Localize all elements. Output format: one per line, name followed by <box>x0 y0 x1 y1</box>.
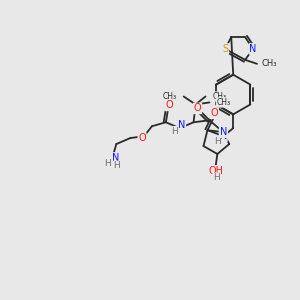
Text: CH₃: CH₃ <box>216 98 230 107</box>
Text: N: N <box>178 120 185 130</box>
Text: OH: OH <box>209 166 224 176</box>
Text: H: H <box>104 159 111 168</box>
Text: N: N <box>249 44 257 54</box>
Text: H: H <box>113 161 120 170</box>
Text: CH₃: CH₃ <box>262 59 278 68</box>
Text: H: H <box>213 173 220 182</box>
Text: O: O <box>211 108 218 118</box>
Text: H: H <box>171 127 178 136</box>
Text: CH₃: CH₃ <box>212 92 226 101</box>
Text: N: N <box>112 153 119 163</box>
Text: O: O <box>165 100 172 110</box>
Text: O: O <box>138 133 146 143</box>
Text: S: S <box>222 44 228 54</box>
Text: CH₃: CH₃ <box>163 92 177 101</box>
Text: N: N <box>220 131 227 141</box>
Text: H: H <box>214 136 221 146</box>
Text: N: N <box>220 127 227 137</box>
Text: O: O <box>194 103 201 113</box>
